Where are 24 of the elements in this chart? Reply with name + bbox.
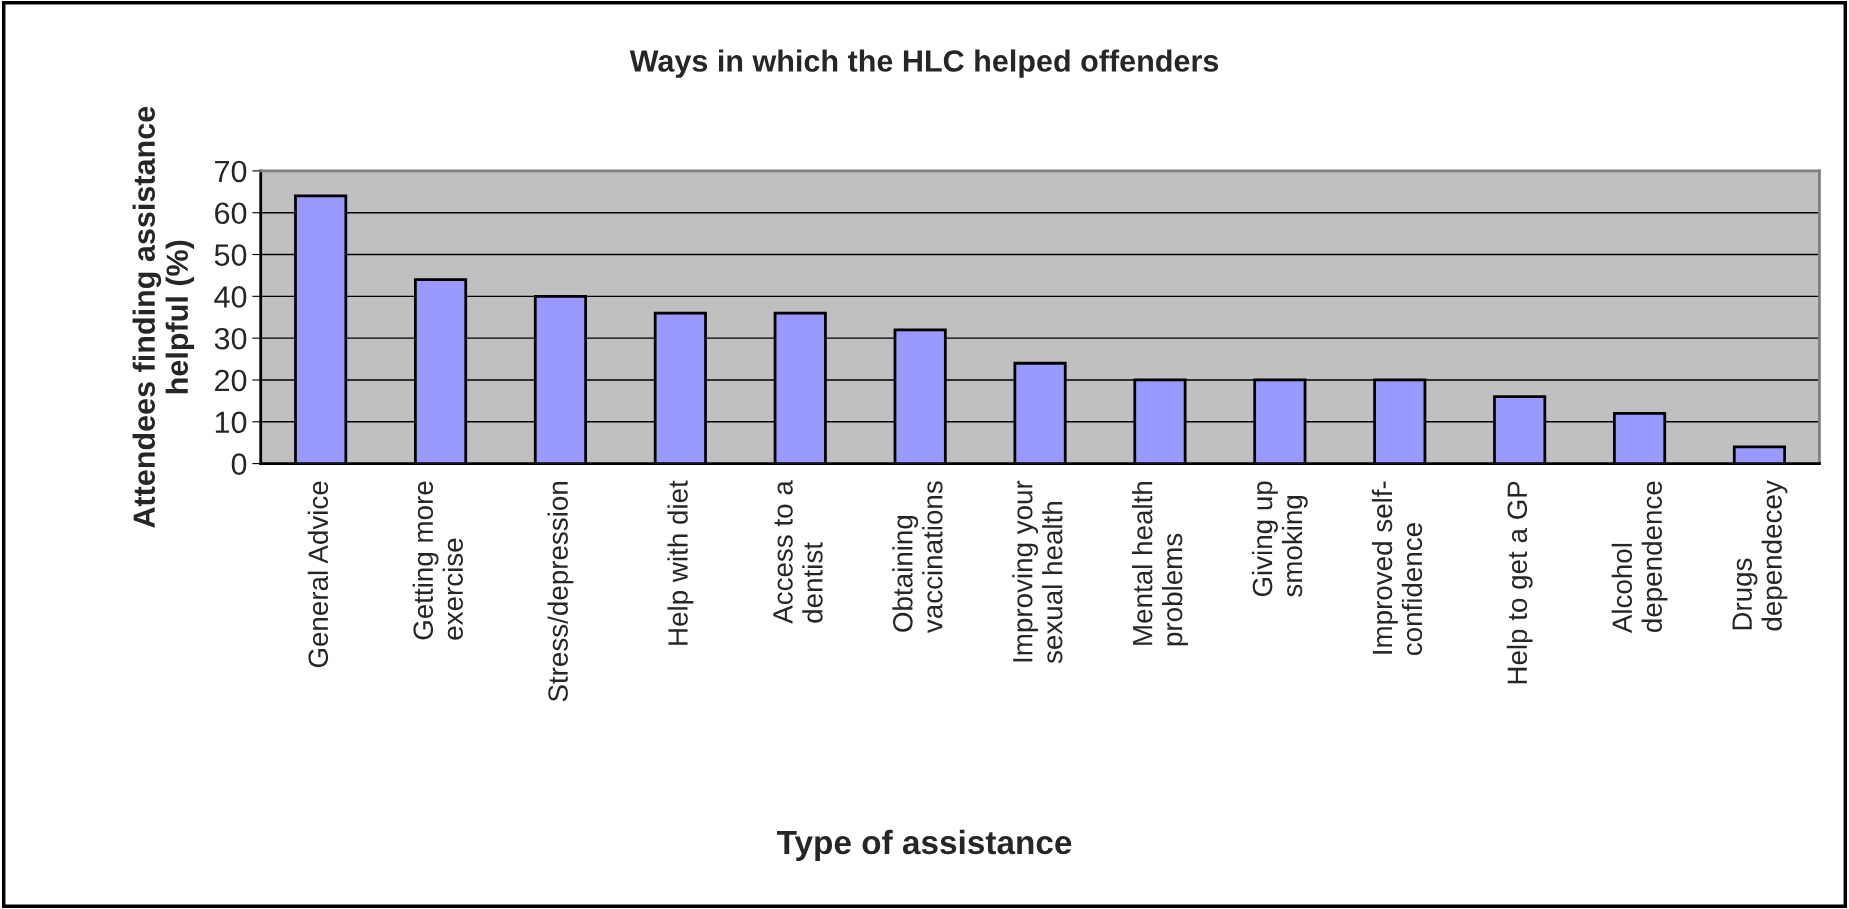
x-tick-label: Help to get a GP [1506, 481, 1533, 684]
y-tick-label: 40 [214, 286, 247, 308]
x-tick-label: Alcohol dependence [1611, 481, 1668, 634]
x-tick-label: Improving your sexual health [1012, 480, 1063, 664]
y-tick-label: 10 [215, 411, 247, 434]
y-tick-label: 70 [215, 160, 247, 183]
x-axis-title: Type of assistance [776, 829, 1072, 861]
x-tick-label: Obtaining vaccinations [892, 481, 943, 634]
chart-title: Ways in which the HLC helped offenders [629, 49, 1219, 78]
x-tick-label: Drugs dependecey [1732, 480, 1788, 631]
x-tick-label: Getting more exercise [412, 481, 463, 640]
x-tick-label: Stress/depression [547, 482, 574, 702]
x-tick-label: Help with diet [667, 480, 694, 645]
y-axis-title: Attendees finding assistance helpful (%) [132, 106, 195, 528]
y-tick-label: 0 [231, 453, 247, 475]
x-tick-label: Mental health problems [1132, 482, 1188, 646]
x-tick-label: General Advice [307, 481, 329, 668]
x-tick-label: Giving up smoking [1251, 481, 1308, 597]
x-tick-label: Access to a dentist [773, 480, 823, 624]
y-tick-label: 30 [214, 327, 247, 350]
y-tick-label: 20 [215, 369, 247, 392]
x-tick-label: Improved self- confidence [1371, 481, 1423, 656]
y-tick-label: 50 [214, 244, 247, 266]
y-tick-label: 60 [215, 202, 247, 225]
